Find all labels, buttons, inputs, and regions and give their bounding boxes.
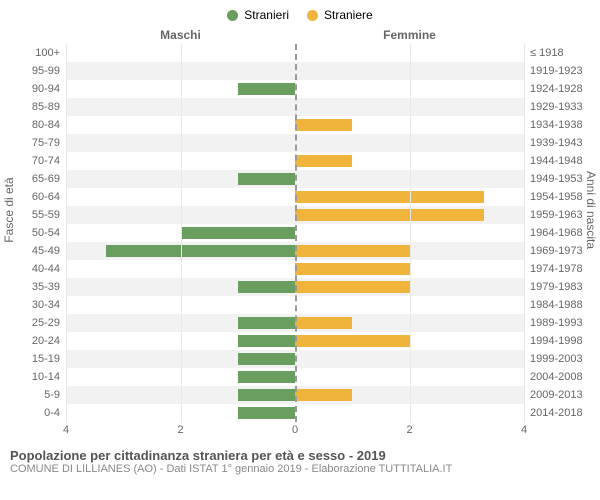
x-tick-label: 2 <box>406 424 412 436</box>
birth-label: 1979-1983 <box>530 278 596 296</box>
plot-area: 100+95-9990-9485-8980-8475-7970-7465-696… <box>4 44 596 422</box>
legend-label-female: Straniere <box>324 8 373 22</box>
male-bar <box>106 245 295 257</box>
x-tick-label: 4 <box>521 424 527 436</box>
birth-label: 1989-1993 <box>530 314 596 332</box>
birth-label: 1944-1948 <box>530 152 596 170</box>
birth-label: 1984-1988 <box>530 296 596 314</box>
female-bar <box>295 191 484 203</box>
y-axis-right-label: Anni di nascita <box>584 171 598 249</box>
legend-swatch-male <box>227 10 238 21</box>
female-bar <box>295 209 484 221</box>
gridline <box>181 44 182 422</box>
male-bar <box>238 353 295 365</box>
bars-inner <box>66 44 524 422</box>
legend-label-male: Stranieri <box>244 8 289 22</box>
legend: Stranieri Straniere <box>4 8 596 22</box>
male-bar <box>238 317 295 329</box>
male-bar <box>238 389 295 401</box>
x-axis: 4 2 0 2 4 <box>4 424 596 440</box>
age-label: 5-9 <box>4 386 60 404</box>
chart-subtitle: COMUNE DI LILLIANES (AO) - Dati ISTAT 1°… <box>4 463 596 475</box>
gridline <box>66 44 67 422</box>
age-label: 35-39 <box>4 278 60 296</box>
age-label: 15-19 <box>4 350 60 368</box>
x-tick-label: 4 <box>63 424 69 436</box>
birth-label: 1939-1943 <box>530 134 596 152</box>
column-headers: Maschi Femmine <box>4 28 596 42</box>
birth-label: 1994-1998 <box>530 332 596 350</box>
birth-label: 1999-2003 <box>530 350 596 368</box>
age-label: 80-84 <box>4 116 60 134</box>
x-ticks: 4 2 0 2 4 <box>66 424 524 440</box>
male-bar <box>238 407 295 419</box>
birth-label: 1934-1938 <box>530 116 596 134</box>
birth-label: 1974-1978 <box>530 260 596 278</box>
male-bar <box>238 281 295 293</box>
legend-swatch-female <box>307 10 318 21</box>
female-bar <box>295 335 410 347</box>
legend-item-male: Stranieri <box>227 8 289 22</box>
x-tick-label: 2 <box>177 424 183 436</box>
age-label: 75-79 <box>4 134 60 152</box>
male-bar <box>238 83 295 95</box>
age-label: 85-89 <box>4 98 60 116</box>
female-bar <box>295 317 352 329</box>
age-label: 20-24 <box>4 332 60 350</box>
gridline <box>524 44 525 422</box>
female-bar <box>295 281 410 293</box>
age-label: 45-49 <box>4 242 60 260</box>
gridline <box>410 44 411 422</box>
age-label: 10-14 <box>4 368 60 386</box>
birth-label: 1919-1923 <box>530 62 596 80</box>
female-bar <box>295 245 410 257</box>
age-label: 25-29 <box>4 314 60 332</box>
birth-label: 2014-2018 <box>530 404 596 422</box>
birth-label: 1929-1933 <box>530 98 596 116</box>
male-bar <box>238 335 295 347</box>
bars-panel <box>66 44 524 422</box>
age-label: 90-94 <box>4 80 60 98</box>
age-label: 30-34 <box>4 296 60 314</box>
birth-label: 2009-2013 <box>530 386 596 404</box>
male-bar <box>238 173 295 185</box>
birth-label: ≤ 1918 <box>530 44 596 62</box>
male-bar <box>238 371 295 383</box>
female-bar <box>295 263 410 275</box>
age-label: 100+ <box>4 44 60 62</box>
male-bar <box>181 227 296 239</box>
chart-container: Fasce di età Anni di nascita Stranieri S… <box>0 0 600 500</box>
age-label: 40-44 <box>4 260 60 278</box>
x-tick-label: 0 <box>292 424 298 436</box>
age-label: 70-74 <box>4 152 60 170</box>
birth-label: 1924-1928 <box>530 80 596 98</box>
age-label: 95-99 <box>4 62 60 80</box>
legend-item-female: Straniere <box>307 8 373 22</box>
female-bar <box>295 389 352 401</box>
birth-label: 2004-2008 <box>530 368 596 386</box>
female-bar <box>295 119 352 131</box>
age-label: 0-4 <box>4 404 60 422</box>
y-axis-left-label: Fasce di età <box>2 177 16 242</box>
column-header-left: Maschi <box>66 28 295 42</box>
chart-title: Popolazione per cittadinanza straniera p… <box>4 448 596 463</box>
female-bar <box>295 155 352 167</box>
column-header-right: Femmine <box>295 28 524 42</box>
center-line <box>295 44 297 422</box>
